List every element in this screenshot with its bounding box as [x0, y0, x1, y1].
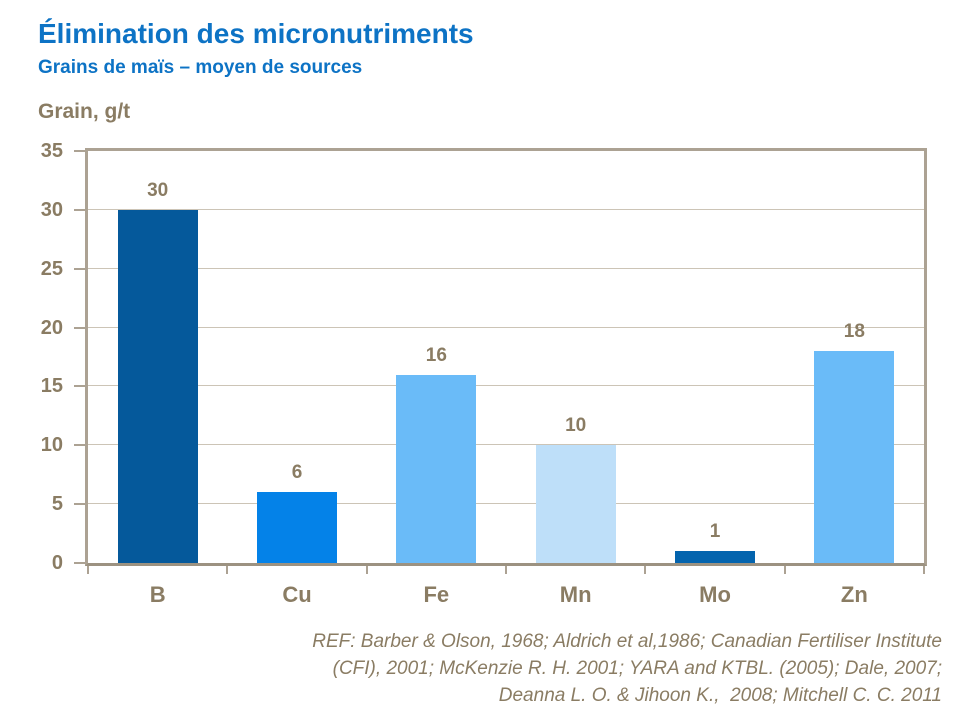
- y-axis-title: Grain, g/t: [38, 100, 131, 123]
- bar-value-label-B: 30: [147, 179, 169, 201]
- gridline-15: [88, 385, 924, 387]
- reference-line: Deanna L. O. & Jihoon K., 2008; Mitchell…: [498, 685, 942, 706]
- x-category-label-Mn: Mn: [559, 582, 592, 607]
- y-tick-label-15: 15: [40, 375, 63, 398]
- x-category-label-B: B: [149, 582, 166, 607]
- bar-Mo: [675, 551, 755, 563]
- bar-value-label-Cu: 6: [291, 462, 303, 484]
- bar-B: [117, 209, 198, 563]
- x-tick-mark-0: [87, 566, 89, 574]
- reference-line: (CFI), 2001; McKenzie R. H. 2001; YARA a…: [332, 658, 942, 679]
- y-tick-mark-25: [74, 267, 88, 270]
- gridline-30: [88, 208, 924, 210]
- bar-value-label-Zn: 18: [843, 321, 865, 343]
- bar-value-label-Fe: 16: [425, 344, 447, 366]
- bar-Fe: [396, 374, 477, 563]
- reference-line: REF: Barber & Olson, 1968; Aldrich et al…: [312, 631, 942, 652]
- y-tick-label-10: 10: [40, 434, 63, 457]
- x-category-label-Cu: Cu: [282, 582, 312, 607]
- y-tick-label-25: 25: [40, 257, 63, 280]
- y-tick-label-35: 35: [40, 140, 63, 162]
- gridline-25: [88, 267, 924, 269]
- x-category-label-Zn: Zn: [840, 582, 868, 607]
- x-tick-mark-2: [365, 566, 368, 574]
- y-tick-mark-10: [74, 444, 88, 447]
- page-subtitle: Grains de maïs – moyen de sources: [38, 57, 363, 78]
- bar-value-label-Mn: 10: [565, 415, 587, 437]
- y-tick-mark-35: [74, 150, 88, 152]
- y-tick-mark-30: [74, 208, 88, 211]
- y-tick-label-30: 30: [40, 198, 63, 221]
- y-tick-mark-15: [74, 385, 88, 388]
- y-axis: 0 5 10 15 20 25 30 35: [0, 141, 88, 573]
- plot-area: 30 6 16 10 1 18: [85, 148, 927, 566]
- y-tick-mark-5: [74, 503, 88, 506]
- x-axis: B Cu Fe Mn Mo Zn: [87, 566, 925, 622]
- x-category-label-Mo: Mo: [699, 582, 731, 607]
- gridline-10: [88, 444, 924, 446]
- bar-Zn: [814, 351, 895, 563]
- y-tick-mark-20: [74, 326, 88, 329]
- x-tick-mark-6: [923, 566, 925, 574]
- x-tick-mark-1: [226, 566, 229, 574]
- x-category-label-Fe: Fe: [423, 582, 450, 607]
- bar-Cu: [257, 492, 337, 563]
- bar-Mn: [535, 445, 616, 563]
- x-tick-mark-4: [644, 566, 647, 574]
- x-tick-mark-5: [783, 566, 786, 574]
- reference-block: REF: Barber & Olson, 1968; Aldrich et al…: [162, 628, 942, 709]
- x-tick-mark-3: [505, 566, 507, 574]
- y-tick-label-20: 20: [40, 316, 63, 339]
- y-tick-label-5: 5: [51, 493, 63, 516]
- y-tick-mark-0: [74, 562, 88, 564]
- gridline-20: [88, 326, 924, 328]
- gridline-5: [88, 503, 924, 505]
- bar-value-label-Mo: 1: [709, 521, 721, 543]
- page-title: Élimination des micronutriments: [38, 18, 474, 49]
- y-tick-label-0: 0: [51, 552, 63, 574]
